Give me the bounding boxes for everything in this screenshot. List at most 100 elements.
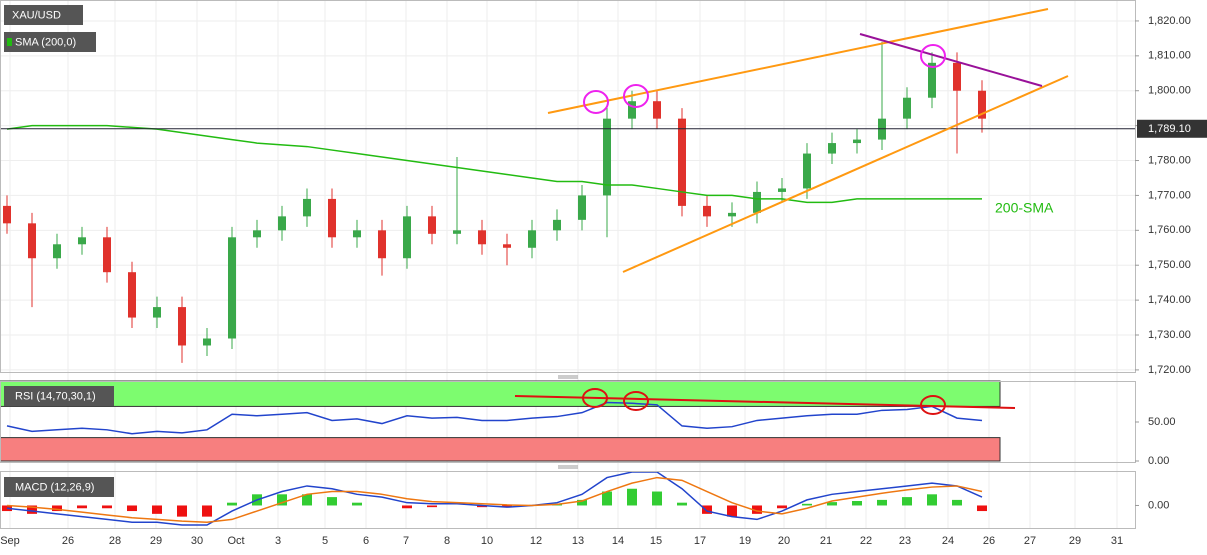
histogram-bar	[127, 505, 137, 512]
x-tick-label: 15	[650, 535, 662, 547]
macd-line	[6, 476, 983, 523]
histogram-bar	[302, 494, 312, 506]
x-tick-label: 21	[820, 535, 832, 547]
sma-line	[6, 124, 982, 204]
highlight-circle	[623, 391, 649, 411]
x-tick-label: 23	[899, 535, 911, 547]
candle-body	[53, 244, 61, 259]
y-tick-label: 1,810.00	[1148, 50, 1191, 62]
x-tick-label: 31	[1111, 535, 1123, 547]
histogram-bar	[752, 505, 762, 514]
x-tick-label: 17	[694, 535, 706, 547]
histogram-bar	[477, 505, 487, 508]
highlight-circle	[582, 388, 608, 408]
x-tick-label: 28	[109, 535, 121, 547]
y-tick-label: 1,720.00	[1148, 364, 1191, 376]
annotations	[514, 8, 1069, 415]
trend-line	[514, 395, 1016, 409]
candle-body	[228, 237, 236, 339]
label-box	[4, 32, 96, 52]
last-price-label: 1,789.10	[1148, 123, 1191, 135]
x-tick-label: 6	[363, 535, 369, 547]
x-tick-label: 19	[739, 535, 751, 547]
symbol-label: XAU/USD	[12, 9, 61, 21]
histogram-bar	[77, 505, 87, 509]
x-tick-label: Oct	[227, 535, 244, 547]
candle-body	[153, 307, 161, 318]
last-price-box	[1137, 119, 1207, 138]
candle-body	[503, 244, 511, 248]
price-panel	[0, 0, 1136, 373]
macd-panel	[0, 471, 1136, 529]
x-tick-label: 8	[444, 535, 450, 547]
macd-line	[6, 471, 983, 526]
candle-body	[528, 230, 536, 248]
x-tick-label: 29	[1069, 535, 1081, 547]
candle-body	[828, 143, 836, 154]
x-tick-label: 12	[530, 535, 542, 547]
x-tick-label: 13	[572, 535, 584, 547]
y-tick-label: 1,770.00	[1148, 189, 1191, 201]
candle-body	[553, 219, 561, 231]
histogram-bar	[927, 494, 937, 506]
x-tick-label: Sep	[0, 535, 20, 547]
histogram-bar	[577, 499, 587, 506]
candle-body	[678, 118, 686, 206]
x-tick-label: 26	[983, 535, 995, 547]
x-tick-label: 3	[275, 535, 281, 547]
x-tick-label: 27	[1024, 535, 1036, 547]
candle-body	[203, 338, 211, 346]
histogram-bar	[177, 505, 187, 517]
candle-body	[603, 118, 611, 196]
histogram-bar	[727, 505, 737, 517]
candle-body	[753, 191, 761, 213]
y-tick-label: 1,800.00	[1148, 85, 1191, 97]
candle-body	[328, 198, 336, 238]
candle-body	[953, 62, 961, 91]
histogram-bar	[202, 505, 212, 517]
candle-body	[28, 223, 36, 259]
candle-body	[978, 90, 986, 119]
candle-body	[703, 205, 711, 217]
candle-body	[853, 139, 861, 144]
histogram-bar	[702, 505, 712, 514]
oversold-band	[0, 437, 1001, 462]
y-tick-label: 1,780.00	[1148, 154, 1191, 166]
x-tick-label: 24	[942, 535, 954, 547]
y-tick-label: 50.00	[1148, 416, 1176, 428]
x-tick-label: 5	[322, 535, 328, 547]
trend-line	[547, 8, 1049, 114]
highlight-circle	[623, 84, 649, 108]
legend-label: SMA (200,0)	[15, 36, 76, 48]
x-tick-label: 22	[860, 535, 872, 547]
label-box	[4, 386, 114, 406]
histogram-bar	[677, 502, 687, 506]
rsi-label: RSI (14,70,30,1)	[15, 390, 96, 402]
x-tick-label: 30	[191, 535, 203, 547]
candle-body	[778, 188, 786, 192]
legend-swatch	[7, 38, 12, 46]
candle-body	[303, 198, 311, 217]
candle-body	[928, 62, 936, 98]
histogram-bar	[227, 502, 237, 506]
candle-body	[253, 230, 261, 238]
histogram-bar	[627, 488, 637, 506]
y-tick-label: 0.00	[1148, 499, 1169, 511]
histogram-bar	[102, 505, 112, 509]
histogram-bar	[952, 499, 962, 506]
x-tick-label: 29	[150, 535, 162, 547]
candle-body	[803, 153, 811, 189]
candle-body	[353, 230, 361, 238]
label-box	[4, 477, 114, 497]
y-tick-label: 1,740.00	[1148, 294, 1191, 306]
highlight-circle	[920, 395, 946, 415]
candle-body	[403, 216, 411, 259]
histogram-bar	[502, 505, 512, 508]
overbought-band	[0, 380, 1001, 407]
rsi-bands	[0, 380, 1001, 462]
panel-handles	[558, 375, 578, 469]
histogram-bar	[802, 503, 812, 506]
candle-body	[178, 307, 186, 346]
candle-body	[128, 272, 136, 318]
